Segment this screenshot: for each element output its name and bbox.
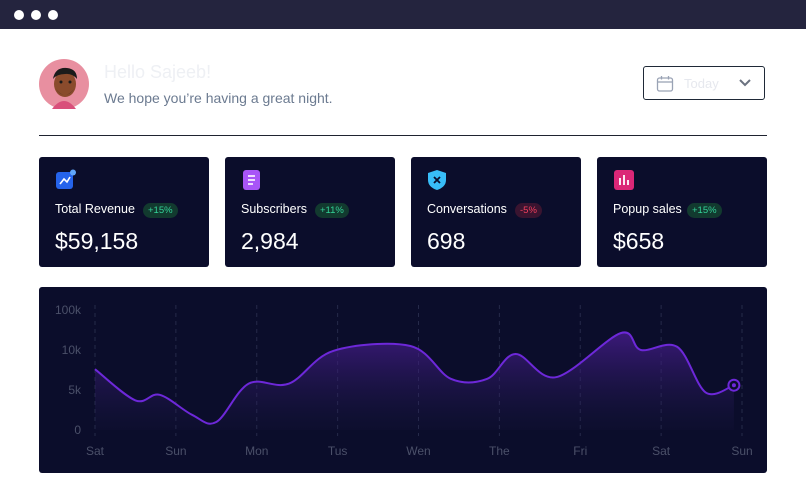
stat-value: $59,158 (55, 228, 139, 254)
y-tick-label: 100k (55, 303, 82, 317)
stat-card[interactable]: Subscribers +11% 2,984 (225, 157, 395, 267)
stat-icon (614, 170, 634, 190)
stat-change: +15% (143, 203, 178, 218)
x-tick-label: Sat (86, 444, 105, 458)
area (95, 332, 734, 430)
point-marker-dot (731, 383, 736, 388)
stat-icon (428, 170, 446, 190)
chevron (739, 79, 751, 87)
chart-panel: 0 5k 10k 100k Sat Sun Mon Tus Wen The Fri Sat Sun (39, 287, 767, 473)
chart: 0 5k 10k 100k Sat Sun Mon Tus Wen The Fri Sat Sun (55, 303, 753, 458)
stat-change: +15% (687, 203, 722, 218)
date-dropdown[interactable]: Today (643, 66, 765, 100)
window-dot (48, 10, 58, 20)
date-dropdown-label: Today (684, 76, 719, 91)
stat-icon (56, 169, 76, 189)
stat-label: Conversations (427, 202, 507, 216)
window-dot (31, 10, 41, 20)
stat-card[interactable]: Conversations -5% 698 (411, 157, 581, 267)
greeting: Hello Sajeeb! (104, 62, 212, 82)
line (94, 331, 735, 425)
stat-icon (243, 170, 260, 190)
stat-value: 2,984 (241, 228, 299, 254)
stat-label: Total Revenue (55, 202, 135, 216)
x-tick-label: The (489, 444, 510, 458)
divider (39, 135, 767, 136)
greeting-subtitle: We hope you’re having a great night. (104, 90, 333, 106)
x-tick-label: Sun (165, 444, 186, 458)
x-tick-label: Mon (245, 444, 268, 458)
stat-change: -5% (515, 203, 542, 218)
stat-value: 698 (427, 228, 466, 254)
y-tick-label: 10k (62, 343, 82, 357)
x-tick-label: Sat (652, 444, 671, 458)
x-tick-label: Sun (731, 444, 752, 458)
window-bar (0, 0, 806, 29)
x-tick-label: Tus (328, 444, 348, 458)
stat-card[interactable]: Total Revenue +15% $59,158 (39, 157, 209, 267)
stat-card[interactable]: Popup sales +15% $658 (597, 157, 767, 267)
x-tick-label: Fri (573, 444, 587, 458)
stat-value: $658 (613, 228, 665, 254)
stat-label: Subscribers (241, 202, 307, 216)
x-tick-label: Wen (406, 444, 430, 458)
y-tick-label: 5k (68, 383, 82, 397)
calendar-icon (656, 76, 674, 92)
stat-label: Popup sales (613, 202, 682, 216)
stat-change: +11% (315, 203, 349, 218)
window-dot (14, 10, 24, 20)
avatar[interactable] (39, 59, 89, 109)
y-tick-label: 0 (74, 423, 81, 437)
